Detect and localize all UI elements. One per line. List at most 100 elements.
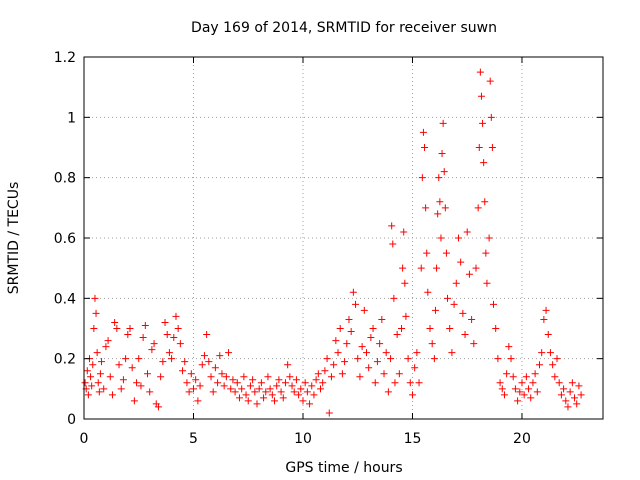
data-point [468,315,476,323]
data-point [371,379,379,387]
data-point [312,376,320,384]
data-point [496,379,504,387]
data-point [108,391,116,399]
data-point [128,364,136,372]
data-point [295,391,303,399]
data-point [253,400,261,408]
data-point [387,355,395,363]
data-point [345,315,353,323]
data-point [260,394,268,402]
data-point [564,403,572,411]
chart-title: Day 169 of 2014, SRMTID for receiver suw… [191,20,497,36]
data-point [465,270,473,278]
data-point [141,321,149,329]
data-point [187,370,195,378]
y-tick-label: 0.2 [54,352,76,368]
data-point [246,382,254,390]
data-point [168,355,176,363]
data-point [562,397,570,405]
data-point [538,349,546,357]
data-point [290,388,298,396]
data-point [555,379,563,387]
y-tick-label: 0.6 [54,231,76,247]
data-point [102,343,110,351]
data-point [306,400,314,408]
data-point [433,264,441,272]
data-point [90,325,98,332]
data-point [319,379,327,387]
data-point [457,258,465,266]
data-point [382,349,390,357]
data-point [419,128,427,136]
data-point [161,318,169,326]
data-point [514,397,522,405]
data-point [380,370,388,378]
y-tick-label: 0.4 [54,291,76,307]
data-point [266,385,274,393]
data-point [391,379,399,387]
data-point [434,210,442,218]
data-point [402,312,410,320]
data-point [399,264,407,272]
data-point [435,174,443,182]
x-axis-label: GPS time / hours [285,460,402,476]
data-point [251,388,259,396]
data-point [549,361,557,369]
data-point [358,343,366,351]
data-point [137,382,145,390]
data-point [461,331,469,339]
data-point [211,364,219,372]
data-point [415,379,423,387]
data-point [244,397,252,405]
data-point [154,403,162,411]
data-point [338,370,346,378]
data-point [487,113,495,121]
data-point [439,119,447,127]
data-point [299,397,307,405]
data-point [288,382,296,390]
data-point [336,325,344,332]
data-point [144,370,152,378]
data-point [321,367,329,375]
data-point [362,349,370,357]
data-point [450,300,458,308]
data-point [325,409,333,417]
data-point [200,352,208,360]
data-point [421,144,429,151]
data-point [95,388,103,396]
data-point [444,294,452,302]
data-point [209,388,217,396]
data-point [323,355,331,363]
data-point [436,198,444,206]
data-point [176,340,184,348]
y-tick-label: 1 [67,110,76,126]
data-point [413,349,421,357]
data-point [395,370,403,378]
data-point [518,379,526,387]
x-tick-label: 5 [189,431,198,447]
data-point [303,388,311,396]
data-point [448,349,456,357]
data-point [454,234,462,242]
data-point [542,306,550,314]
data-point [139,334,147,342]
data-point [503,370,511,378]
data-point [115,361,123,369]
data-point [170,334,178,342]
data-point [437,234,445,242]
data-point [277,388,285,396]
data-point [150,340,158,348]
data-point [334,349,342,357]
data-point [281,379,289,387]
data-point [356,373,364,381]
data-point [314,370,322,378]
grid [84,57,603,419]
data-point [577,391,585,399]
data-point [470,340,478,348]
data-point [560,385,568,393]
data-point [544,331,552,339]
x-tick-label: 20 [513,431,531,447]
data-point [352,300,360,308]
data-point [262,388,270,396]
data-point [91,294,99,302]
